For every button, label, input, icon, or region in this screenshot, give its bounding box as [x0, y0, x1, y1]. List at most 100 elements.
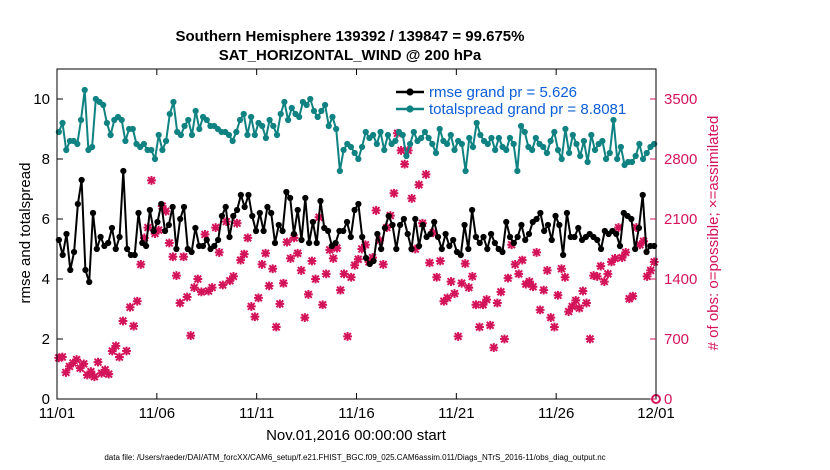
rmse-point	[332, 239, 339, 247]
obs-assimilated-point	[275, 299, 285, 309]
obs-assimilated-point	[246, 302, 256, 311]
obs-assimilated-point	[361, 240, 370, 250]
totalspread-point	[370, 131, 377, 139]
obs-assimilated-point	[75, 363, 85, 373]
totalspread-point	[540, 143, 547, 151]
totalspread-point	[606, 149, 613, 157]
rmse-point	[135, 209, 142, 217]
obs-assimilated-point	[578, 286, 588, 296]
totalspread-point	[392, 137, 399, 145]
rmse-point	[169, 203, 176, 211]
obs-assimilated-point	[510, 260, 520, 269]
obs-assimilated-point	[467, 272, 477, 281]
obs-assimilated-point	[204, 286, 213, 296]
y-axis-right-label: # of obs: o=possible; ×=assimilated	[705, 116, 722, 351]
obs-assimilated-point	[471, 300, 481, 310]
totalspread-point	[614, 155, 621, 163]
rmse-point	[560, 251, 567, 259]
rmse-point	[215, 236, 222, 244]
totalspread-point	[584, 158, 591, 166]
totalspread-point	[148, 146, 155, 154]
rmse-point	[491, 239, 498, 247]
obs-assimilated-point	[339, 269, 349, 279]
totalspread-point	[566, 149, 573, 157]
totalspread-point	[177, 131, 184, 139]
rmse-point	[374, 230, 381, 238]
x-tick-label: 11/21	[438, 405, 474, 422]
obs-assimilated-point	[296, 266, 306, 275]
x-tick-label: 11/11	[239, 405, 274, 422]
rmse-point	[484, 245, 491, 253]
rmse-point	[89, 209, 97, 217]
rmse-point	[575, 224, 582, 232]
obs-assimilated-point	[389, 188, 399, 198]
obs-assimilated-point	[446, 277, 456, 286]
rmse-point	[67, 266, 74, 274]
obs-assimilated-point	[311, 274, 320, 284]
totalspread-point	[259, 122, 266, 130]
rmse-point	[264, 203, 271, 211]
totalspread-point	[81, 86, 88, 94]
totalspread-point	[517, 122, 525, 130]
rmse-point	[63, 230, 70, 238]
obs-assimilated-point	[271, 322, 281, 332]
y-right-tick-label: 2800	[664, 151, 697, 168]
totalspread-point	[340, 146, 347, 154]
rmse-point	[355, 200, 362, 208]
totalspread-point	[166, 110, 173, 118]
rmse-point	[597, 245, 605, 253]
totalspread-point	[336, 167, 343, 175]
rmse-point	[438, 245, 445, 253]
rmse-point	[347, 233, 354, 241]
totalspread-point	[377, 128, 384, 136]
totalspread-point	[244, 131, 251, 139]
totalspread-point	[251, 131, 258, 139]
x-tick-label: 11/26	[538, 405, 574, 422]
obs-assimilated-point	[321, 269, 331, 279]
rmse-point	[571, 233, 578, 241]
rmse-point	[70, 248, 78, 256]
obs-assimilated-point	[485, 320, 495, 330]
x-tick-label: 11/06	[139, 405, 175, 422]
totalspread-point	[443, 140, 451, 148]
axes: 11/01 11/06 11/11 11/16 11/21 11/26 12/0102468…	[33, 68, 697, 422]
obs-assimilated-point	[82, 370, 92, 380]
rmse-point	[309, 218, 317, 226]
obs-assimilated-point	[325, 245, 335, 255]
totalspread-point	[155, 131, 162, 139]
obs-assimilated-point	[214, 248, 224, 257]
obs-assimilated-point	[343, 332, 352, 341]
rmse-point	[192, 224, 199, 232]
obs-assimilated-point	[182, 292, 192, 302]
rmse-point	[533, 215, 540, 223]
obs-assimilated-point	[328, 254, 338, 263]
totalspread-point	[447, 131, 454, 139]
obs-assimilated-point	[596, 261, 606, 271]
obs-assimilated-point	[168, 252, 178, 262]
obs-assimilated-point	[147, 176, 156, 185]
rmse-point	[252, 227, 260, 235]
rmse-point	[514, 233, 521, 241]
obs-assimilated-point	[136, 260, 146, 269]
rmse-point	[177, 215, 184, 223]
x-tick-label: 12/01	[637, 405, 675, 422]
totalspread-point	[318, 107, 325, 115]
rmse-point	[408, 245, 415, 253]
chart-subtitle: SAT_HORIZONTAL_WIND @ 200 hPa	[219, 47, 482, 64]
totalspread-point	[473, 119, 480, 127]
obs-assimilated-point	[97, 368, 106, 378]
rmse-point	[476, 239, 483, 247]
chart-title: Southern Hemisphere 139392 / 139847 = 99…	[176, 28, 525, 45]
obs-assimilated-point	[239, 249, 249, 259]
totalspread-point	[59, 119, 66, 127]
obs-assimilated-point	[443, 293, 452, 303]
totalspread-point	[355, 155, 362, 163]
rmse-point	[226, 233, 233, 241]
totalspread-point	[617, 143, 624, 151]
totalspread-point	[599, 137, 606, 145]
totalspread-point	[77, 116, 85, 124]
totalspread-point	[558, 155, 565, 163]
obs-assimilated-point	[378, 260, 388, 269]
rmse-point	[313, 239, 320, 247]
rmse-point	[537, 209, 544, 217]
